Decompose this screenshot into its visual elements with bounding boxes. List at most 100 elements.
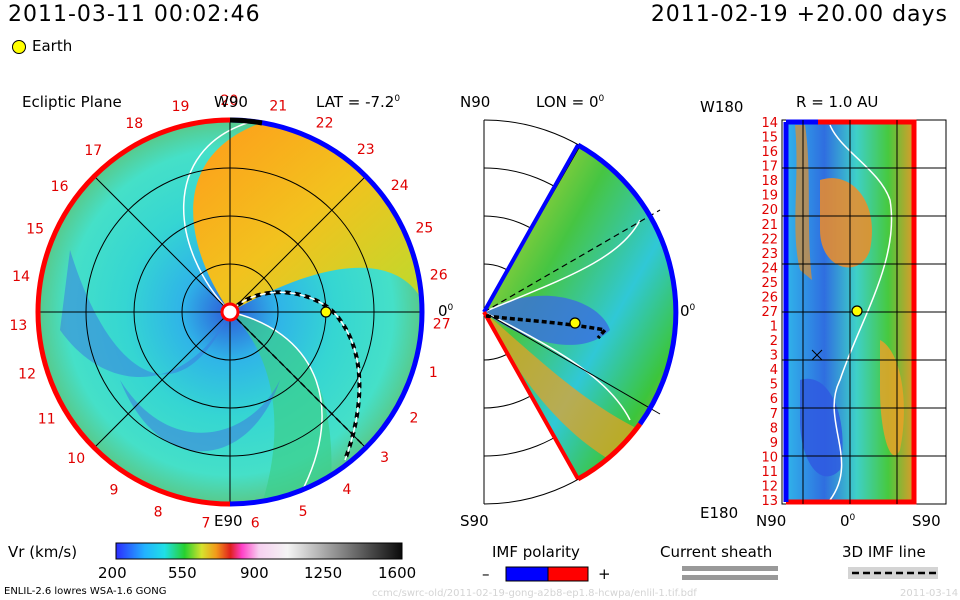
colorbar-tick-900: 900 <box>240 564 269 582</box>
ecliptic-right-text: 0 <box>438 302 448 320</box>
carrington-number: 7 <box>202 516 211 532</box>
radial-y-tick-label: 8 <box>770 421 778 436</box>
radial-y-tick-label: 5 <box>770 378 778 393</box>
ecliptic-bottom-label: E90 <box>214 512 243 530</box>
radial-y-tick-label: 14 <box>761 116 778 131</box>
carrington-number: 26 <box>430 268 448 284</box>
radial-y-tick-label: 16 <box>761 145 778 160</box>
ecliptic-lat-text: LAT = -7.2 <box>316 93 395 111</box>
earth-legend-label: Earth <box>32 37 73 55</box>
velocity-colorbar <box>115 542 403 560</box>
carrington-number: 1 <box>429 365 438 381</box>
carrington-number: 21 <box>269 99 287 115</box>
earth-marker-meridional <box>569 317 581 329</box>
colorbar-title: Vr (km/s) <box>8 543 78 561</box>
carrington-number: 23 <box>357 142 375 158</box>
radial-y-ticks: 1415161718192021222324252627123456789101… <box>761 116 778 509</box>
radial-y-tick-label: 22 <box>761 232 778 247</box>
carrington-number: 2 <box>409 411 418 427</box>
carrington-number: 17 <box>84 143 102 159</box>
radial-y-tick-label: 17 <box>761 160 778 175</box>
carrington-number: 11 <box>38 412 56 428</box>
radial-x-label-0-deg: 0 <box>849 513 856 523</box>
radial-y-tick-label: 18 <box>761 174 778 189</box>
radial-y-tick-label: 23 <box>761 247 778 262</box>
colorbar-tick-1250: 1250 <box>304 564 343 582</box>
carrington-number: 13 <box>9 318 27 334</box>
imf-polarity-minus: – <box>482 565 490 583</box>
carrington-number: 24 <box>391 178 409 194</box>
radial-y-tick-label: 19 <box>761 189 778 204</box>
imf-polarity-negative-swatch <box>505 566 549 582</box>
radial-y-tick-label: 21 <box>761 218 778 233</box>
radial-x-label-0: 00 <box>840 512 855 530</box>
carrington-number: 14 <box>12 269 30 285</box>
radial-x-label-0-text: 0 <box>840 512 850 530</box>
carrington-number: 10 <box>67 451 85 467</box>
meridional-lon-deg: 0 <box>598 94 605 104</box>
carrington-number: 8 <box>154 504 163 520</box>
carrington-number: 16 <box>51 179 69 195</box>
radial-map <box>781 119 947 505</box>
ecliptic-title: Ecliptic Plane <box>22 93 122 111</box>
imf-line-swatch <box>848 567 938 579</box>
carrington-number: 5 <box>299 504 308 520</box>
radial-y-tick-label: 9 <box>770 436 778 451</box>
carrington-number: 18 <box>125 116 143 132</box>
carrington-number: 3 <box>380 450 389 466</box>
current-sheath-line-1 <box>682 566 778 571</box>
imf-line-title: 3D IMF line <box>842 543 926 561</box>
meridional-lon-label: LON = 00 <box>536 93 604 111</box>
meridional-top-label: N90 <box>460 93 491 111</box>
ecliptic-right-deg: 0 <box>447 303 454 313</box>
carrington-number: 15 <box>26 222 44 238</box>
radial-y-tick-label: 6 <box>770 392 778 407</box>
meridional-bottom-label: S90 <box>460 512 489 530</box>
colorbar-tick-1600: 1600 <box>378 564 417 582</box>
radial-x-label-n90: N90 <box>756 512 787 530</box>
carrington-number: 27 <box>433 317 451 333</box>
meridional-plane-map <box>482 119 679 505</box>
date-footer: 2011-03-14 <box>900 588 959 599</box>
imf-polarity-positive-swatch <box>547 566 589 582</box>
radial-y-tick-label: 7 <box>770 407 778 422</box>
run-label: 2011-02-19 +20.00 days <box>650 2 948 27</box>
meridional-right-text: 0 <box>680 302 690 320</box>
carrington-number: 6 <box>251 516 260 532</box>
carrington-number: 19 <box>172 99 190 115</box>
radial-y-tick-label: 24 <box>761 261 778 276</box>
radial-top-left-label: W180 <box>700 98 744 116</box>
current-sheath-line-2 <box>682 575 778 580</box>
radial-y-tick-label: 1 <box>770 320 778 335</box>
radial-bottom-left-label: E180 <box>700 504 739 522</box>
carrington-number: 4 <box>343 482 352 498</box>
radial-y-tick-label: 15 <box>761 131 778 146</box>
radial-x-label-s90: S90 <box>912 512 941 530</box>
carrington-number: 9 <box>110 483 119 499</box>
model-footer: ENLIL-2.6 lowres WSA-1.6 GONG <box>4 586 167 597</box>
imf-polarity-plus: + <box>598 565 611 583</box>
radial-y-tick-label: 4 <box>770 363 778 378</box>
radial-y-tick-label: 27 <box>761 305 778 320</box>
radial-y-tick-label: 13 <box>761 494 778 509</box>
radial-y-tick-label: 10 <box>761 450 778 465</box>
earth-marker-radial <box>851 305 863 317</box>
radial-y-tick-label: 2 <box>770 334 778 349</box>
radial-y-tick-label: 25 <box>761 276 778 291</box>
carrington-numbers: 19 20 212223242526271234567891011121314151… <box>9 93 450 532</box>
carrington-number: 20 <box>220 93 238 109</box>
colorbar-tick-200: 200 <box>98 564 127 582</box>
radial-y-tick-label: 20 <box>761 203 778 218</box>
ecliptic-plane-map <box>35 117 425 507</box>
meridional-right-deg: 0 <box>689 303 696 313</box>
radial-y-tick-label: 12 <box>761 480 778 495</box>
model-datetime: 2011-03-11 00:02:46 <box>8 2 261 27</box>
carrington-number: 22 <box>316 115 334 131</box>
imf-polarity-title: IMF polarity <box>492 543 580 561</box>
radial-distance-label: R = 1.0 AU <box>796 93 879 111</box>
ecliptic-lat-label: LAT = -7.20 <box>316 93 400 111</box>
earth-legend-icon <box>12 40 26 54</box>
colorbar-tick-550: 550 <box>168 564 197 582</box>
radial-y-tick-label: 11 <box>761 465 778 480</box>
carrington-number: 25 <box>415 221 433 237</box>
